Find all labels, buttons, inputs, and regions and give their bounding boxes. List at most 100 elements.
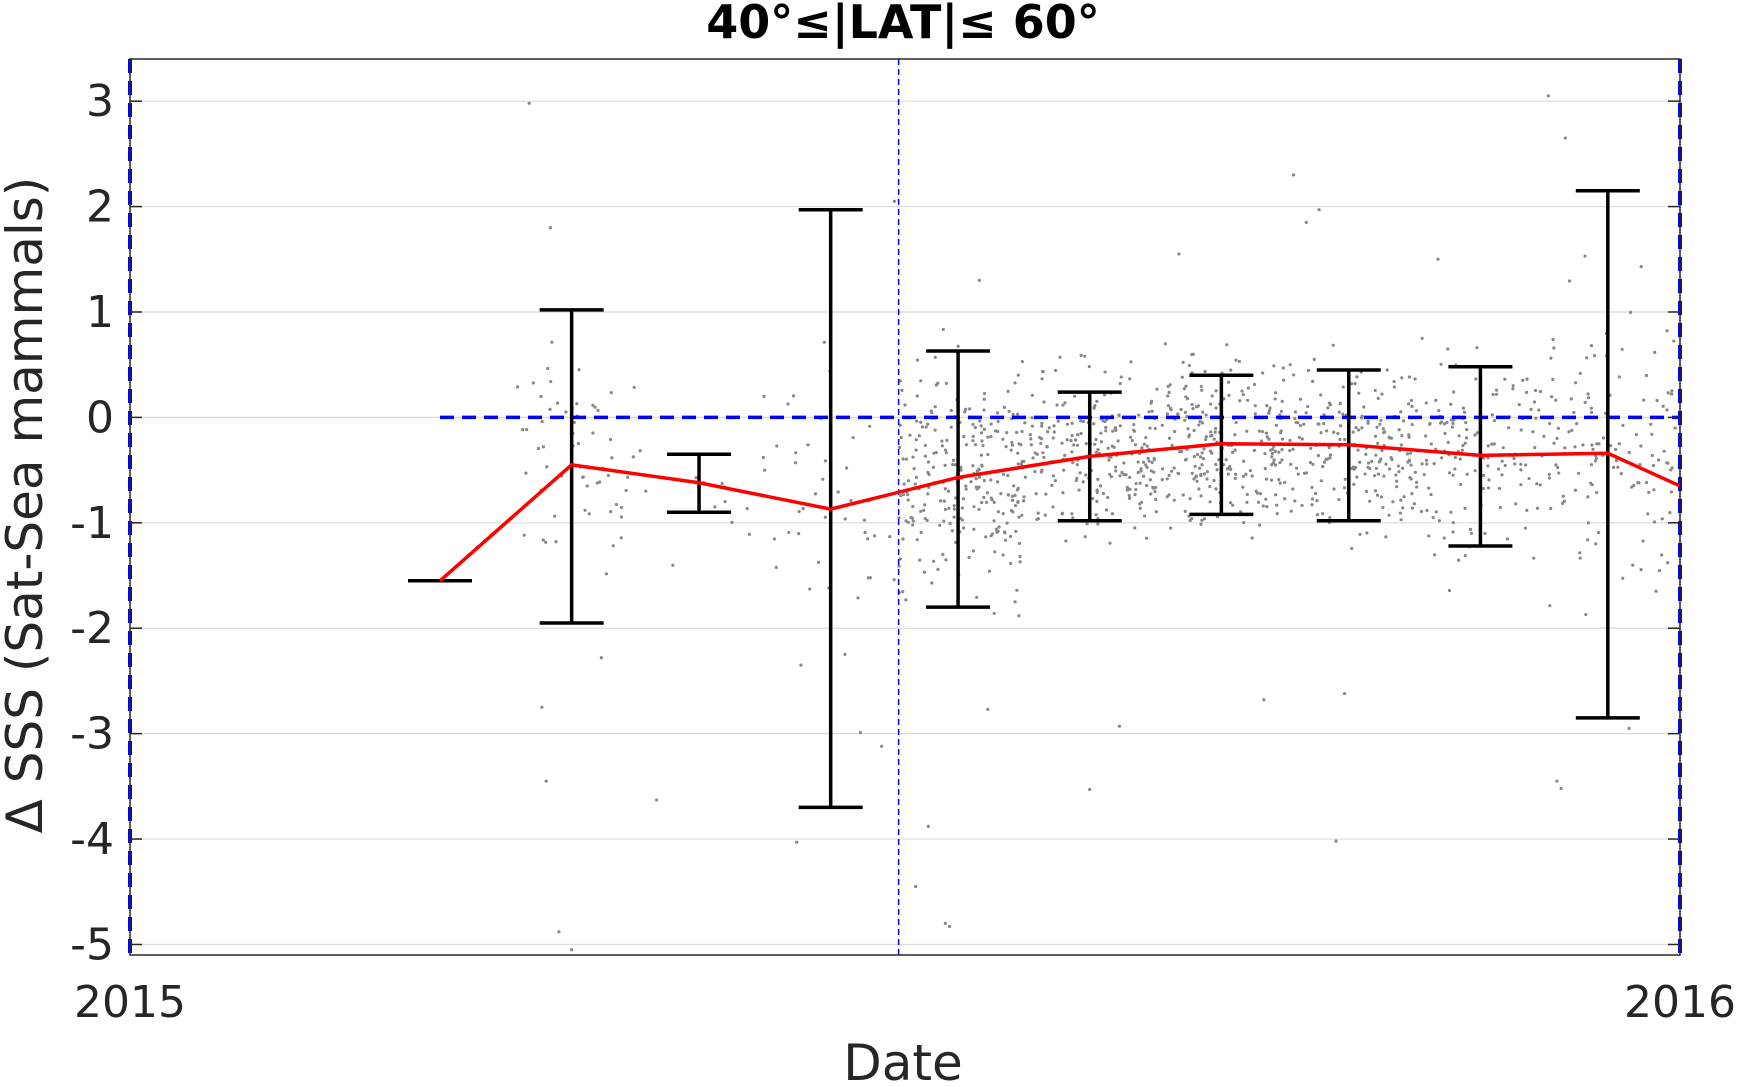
- scatter-point: [1209, 434, 1213, 438]
- x-tick-label: 2015: [74, 977, 186, 1028]
- scatter-point: [1461, 406, 1465, 410]
- scatter-point: [964, 484, 968, 488]
- scatter-point: [587, 512, 591, 516]
- scatter-point: [1015, 488, 1019, 492]
- scatter-point: [1279, 409, 1284, 413]
- scatter-point: [1273, 463, 1278, 467]
- scatter-point: [1183, 509, 1187, 513]
- scatter-point: [1139, 467, 1143, 471]
- scatter-point: [1009, 448, 1013, 452]
- scatter-point: [1192, 428, 1196, 433]
- scatter-point: [975, 487, 979, 491]
- scatter-point: [947, 506, 951, 510]
- scatter-point: [1308, 460, 1312, 465]
- scatter-point: [986, 435, 990, 439]
- scatter-point: [1160, 478, 1164, 482]
- scatter-point: [999, 492, 1003, 496]
- scatter-point: [996, 480, 1000, 484]
- scatter-point: [843, 652, 847, 656]
- scatter-point: [1321, 464, 1325, 469]
- scatter-point: [1186, 427, 1190, 431]
- scatter-point: [1270, 451, 1275, 456]
- scatter-point: [1462, 410, 1467, 414]
- scatter-point: [1407, 458, 1411, 462]
- scatter-point: [967, 555, 971, 560]
- scatter-point: [1507, 426, 1511, 430]
- scatter-point: [1279, 431, 1283, 435]
- scatter-point: [1351, 430, 1355, 434]
- scatter-point: [1639, 265, 1643, 269]
- scatter-point: [984, 535, 988, 539]
- scatter-point: [1268, 406, 1272, 410]
- scatter-point: [1379, 418, 1383, 422]
- scatter-point: [940, 439, 944, 443]
- scatter-point: [1190, 402, 1194, 407]
- scatter-point: [1005, 431, 1009, 435]
- scatter-point: [745, 506, 749, 511]
- scatter-point: [1490, 442, 1494, 446]
- grid-layer: [130, 100, 1680, 946]
- scatter-point: [1410, 492, 1414, 496]
- scatter-point: [1525, 390, 1529, 394]
- scatter-point: [1022, 499, 1026, 503]
- scatter-point: [1620, 347, 1624, 351]
- scatter-point: [1306, 368, 1311, 373]
- scatter-point: [1414, 409, 1419, 413]
- scatter-point: [1018, 560, 1022, 564]
- scatter-point: [1395, 479, 1399, 483]
- scatter-point: [591, 403, 595, 407]
- scatter-point: [1195, 479, 1199, 483]
- scatter-point: [1366, 419, 1370, 424]
- scatter-point: [1546, 94, 1550, 98]
- scatter-point: [1114, 428, 1118, 432]
- scatter-point: [1017, 614, 1021, 618]
- scatter-point: [1452, 390, 1456, 394]
- scatter-point: [1060, 441, 1064, 445]
- scatter-point: [1619, 472, 1623, 476]
- scatter-point: [1030, 424, 1035, 428]
- scatter-point: [1118, 424, 1122, 428]
- scatter-point: [553, 514, 557, 518]
- scatter-point: [1445, 420, 1449, 424]
- scatter-point: [978, 419, 982, 423]
- scatter-point: [1670, 466, 1674, 470]
- scatter-point: [1410, 506, 1415, 510]
- scatter-point: [1563, 136, 1567, 140]
- scatter-point: [979, 424, 983, 428]
- scatter-point: [1463, 553, 1467, 558]
- scatter-point: [1310, 503, 1314, 507]
- scatter-point: [1094, 450, 1098, 455]
- scatter-point: [1486, 486, 1491, 490]
- scatter-point: [1463, 506, 1467, 511]
- scatter-point: [1293, 499, 1297, 503]
- scatter-point: [1190, 471, 1194, 475]
- scatter-point: [1122, 461, 1126, 465]
- scatter-point: [982, 478, 986, 483]
- scatter-point: [1259, 439, 1264, 443]
- scatter-point: [1342, 486, 1347, 490]
- scatter-point: [1272, 458, 1276, 462]
- scatter-point: [977, 278, 981, 282]
- scatter-point: [761, 455, 765, 460]
- scatter-point: [1199, 522, 1203, 526]
- scatter-point: [1093, 442, 1097, 446]
- scatter-point: [1233, 433, 1237, 437]
- scatter-point: [1356, 448, 1360, 452]
- scatter-point: [914, 448, 918, 452]
- scatter-point: [1376, 441, 1380, 445]
- scatter-point: [1297, 435, 1301, 440]
- scatter-point: [946, 489, 951, 493]
- scatter-point: [1183, 458, 1188, 462]
- scatter-point: [1425, 508, 1429, 513]
- scatter-point: [993, 429, 998, 433]
- scatter-point: [1136, 460, 1140, 464]
- scatter-point: [1002, 405, 1007, 409]
- scatter-point: [920, 425, 924, 429]
- mean-line-layer: [438, 442, 1681, 583]
- scatter-point: [911, 523, 915, 527]
- scatter-point: [1265, 435, 1269, 439]
- scatter-point: [868, 424, 872, 428]
- scatter-point: [1201, 410, 1205, 414]
- scatter-point: [1469, 531, 1474, 535]
- scatter-point: [1315, 499, 1319, 503]
